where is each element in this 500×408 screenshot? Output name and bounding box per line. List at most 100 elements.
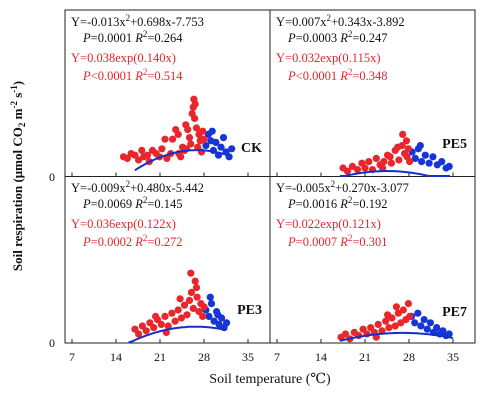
exponential-equation: Y=0.036exp(0.122x) <box>71 217 176 231</box>
red-data-point <box>200 303 208 311</box>
blue-data-point <box>223 319 231 327</box>
red-data-point <box>123 154 131 162</box>
red-data-point <box>399 306 407 314</box>
x-axis-label: Soil temperature (℃) <box>209 372 331 387</box>
exponential-stats: P=0.0007 R2=0.301 <box>287 233 388 249</box>
red-data-point <box>184 126 192 134</box>
blue-data-point <box>228 145 236 153</box>
red-data-point <box>185 296 194 304</box>
red-data-point <box>384 311 392 319</box>
blue-data-point <box>438 158 446 166</box>
quadratic-stats: P=0.0001 R2=0.264 <box>82 29 183 45</box>
red-data-point <box>176 295 184 303</box>
red-data-point <box>164 322 172 330</box>
red-data-point <box>174 130 182 138</box>
quadratic-equation: Y=0.007x2+0.343x-3.892 <box>276 13 405 29</box>
blue-data-point <box>420 316 428 324</box>
red-data-point <box>394 143 402 151</box>
quadratic-fit-curve <box>134 149 227 172</box>
red-data-point <box>191 100 199 108</box>
red-data-point <box>380 158 388 166</box>
blue-data-point <box>445 330 453 338</box>
x-tick-label: 28 <box>403 350 415 364</box>
blue-data-point <box>202 142 210 150</box>
exponential-equation: Y=0.022exp(0.121x) <box>276 217 381 231</box>
red-data-point <box>365 158 373 166</box>
red-data-point <box>187 288 195 296</box>
x-tick-label: 14 <box>315 350 327 364</box>
blue-data-point <box>225 153 233 161</box>
quadratic-fit-curve <box>128 325 227 343</box>
panel-label: PE7 <box>442 305 467 320</box>
x-tick-label: 7 <box>69 350 75 364</box>
red-data-point <box>187 140 195 148</box>
red-data-point <box>194 143 202 151</box>
red-data-point <box>341 330 350 338</box>
quadratic-stats: P=0.0069 R2=0.145 <box>82 195 183 211</box>
red-data-point <box>138 146 146 154</box>
panel-label: CK <box>241 141 262 156</box>
panel-label: PE3 <box>237 303 262 318</box>
red-data-point <box>395 156 403 164</box>
blue-data-point <box>212 138 220 146</box>
blue-data-point <box>206 293 214 301</box>
red-data-point <box>199 127 207 135</box>
blue-data-point <box>414 309 422 317</box>
blue-data-point <box>205 312 213 320</box>
blue-data-point <box>445 162 453 170</box>
red-data-point <box>191 277 199 285</box>
red-data-point <box>187 269 195 277</box>
blue-data-point <box>426 319 434 327</box>
blue-data-point <box>416 142 424 150</box>
red-data-point <box>392 303 400 311</box>
red-data-point <box>185 134 194 142</box>
red-data-point <box>189 304 197 312</box>
x-tick-label: 21 <box>154 350 166 364</box>
blue-data-point <box>425 159 433 167</box>
red-data-point <box>152 312 160 320</box>
red-data-point <box>168 309 176 317</box>
exponential-stats: P<0.0001 R2=0.514 <box>82 67 183 83</box>
red-data-point <box>138 322 146 330</box>
red-data-point <box>387 159 395 167</box>
red-data-point <box>169 135 177 143</box>
red-data-point <box>386 153 394 161</box>
blue-data-point <box>417 322 425 330</box>
blue-data-point <box>429 153 437 161</box>
blue-data-point <box>214 311 222 319</box>
exponential-equation: Y=0.038exp(0.140x) <box>71 51 176 65</box>
quadratic-equation: Y=-0.009x2+0.480x-5.442 <box>71 179 204 195</box>
x-tick-label: 14 <box>110 350 122 364</box>
red-data-point <box>399 130 407 138</box>
exponential-stats: P=0.0002 R2=0.272 <box>82 233 183 249</box>
red-data-point <box>157 320 165 328</box>
red-data-point <box>163 154 171 162</box>
x-tick-label: 21 <box>359 350 371 364</box>
blue-data-point <box>433 324 441 332</box>
red-data-point <box>174 306 182 314</box>
red-data-point <box>192 124 201 132</box>
blue-data-point <box>421 151 429 159</box>
blue-data-point <box>411 154 419 162</box>
blue-data-point <box>219 134 228 142</box>
red-data-point <box>161 312 169 320</box>
x-tick-label: 35 <box>242 350 254 364</box>
red-data-point <box>191 114 199 122</box>
blue-data-point <box>217 143 225 151</box>
red-data-point <box>406 312 414 320</box>
y-tick-zero-bottom: 0 <box>49 336 55 350</box>
red-data-point <box>382 317 390 325</box>
red-data-point <box>180 301 189 309</box>
panel-label: PE5 <box>442 137 467 152</box>
red-data-point <box>404 300 412 308</box>
red-data-point <box>379 164 387 172</box>
red-data-point <box>374 320 382 328</box>
blue-data-point <box>207 300 216 308</box>
red-data-point <box>378 327 386 335</box>
red-data-point <box>177 314 185 322</box>
blue-data-point <box>418 158 426 166</box>
